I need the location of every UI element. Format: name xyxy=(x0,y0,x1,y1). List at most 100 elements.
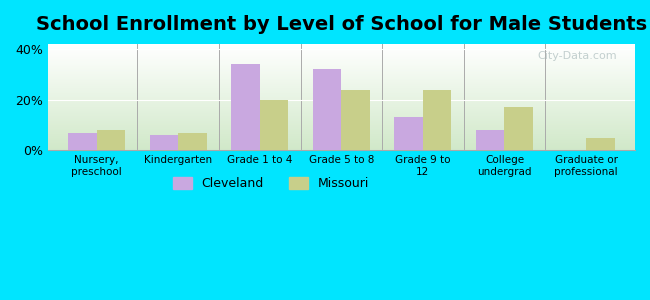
Bar xyxy=(47,92,635,93)
Bar xyxy=(47,105,635,106)
Bar xyxy=(476,130,504,150)
Bar xyxy=(47,137,635,138)
Bar xyxy=(47,59,635,60)
Bar xyxy=(47,61,635,62)
Bar xyxy=(47,67,635,68)
Bar xyxy=(47,78,635,79)
Bar xyxy=(47,58,635,59)
Bar xyxy=(47,77,635,78)
Bar xyxy=(47,130,635,131)
Bar xyxy=(395,117,423,150)
Bar xyxy=(47,90,635,91)
Bar xyxy=(47,108,635,109)
Bar xyxy=(47,44,635,45)
Bar xyxy=(47,81,635,82)
Bar xyxy=(47,49,635,50)
Bar xyxy=(47,45,635,46)
Bar xyxy=(231,64,260,150)
Bar xyxy=(47,131,635,132)
Bar xyxy=(47,60,635,61)
Bar xyxy=(47,125,635,126)
Bar xyxy=(47,103,635,104)
Bar xyxy=(47,47,635,48)
Bar xyxy=(47,80,635,81)
Bar xyxy=(47,102,635,103)
Bar xyxy=(47,88,635,89)
Bar xyxy=(47,119,635,120)
Bar xyxy=(47,121,635,122)
Bar xyxy=(47,75,635,76)
Bar xyxy=(47,52,635,53)
Bar xyxy=(47,117,635,118)
Bar xyxy=(423,89,452,150)
Bar xyxy=(47,76,635,77)
Bar xyxy=(47,112,635,113)
Bar xyxy=(47,50,635,51)
Bar xyxy=(47,53,635,54)
Bar xyxy=(47,140,635,141)
Bar xyxy=(586,138,615,150)
Bar xyxy=(47,143,635,144)
Bar xyxy=(150,135,178,150)
Bar xyxy=(47,120,635,121)
Bar xyxy=(47,100,635,101)
Legend: Cleveland, Missouri: Cleveland, Missouri xyxy=(168,172,374,195)
Bar xyxy=(47,148,635,149)
Bar xyxy=(47,97,635,98)
Bar xyxy=(47,96,635,97)
Bar xyxy=(47,114,635,115)
Bar xyxy=(47,123,635,124)
Bar xyxy=(47,146,635,147)
Bar xyxy=(47,73,635,74)
Bar xyxy=(47,95,635,96)
Bar xyxy=(47,68,635,69)
Bar xyxy=(47,111,635,112)
Bar xyxy=(47,54,635,55)
Bar xyxy=(47,116,635,117)
Bar xyxy=(47,84,635,85)
Bar xyxy=(47,66,635,67)
Bar xyxy=(47,136,635,137)
Bar xyxy=(47,139,635,140)
Bar xyxy=(47,69,635,70)
Bar xyxy=(47,124,635,125)
Bar xyxy=(47,128,635,129)
Bar xyxy=(47,99,635,100)
Bar xyxy=(260,100,289,150)
Bar xyxy=(47,46,635,47)
Bar xyxy=(47,56,635,57)
Bar xyxy=(47,85,635,86)
Bar xyxy=(47,79,635,80)
Bar xyxy=(504,107,533,150)
Bar xyxy=(47,138,635,139)
Bar xyxy=(47,64,635,65)
Bar xyxy=(47,93,635,94)
Bar xyxy=(47,87,635,88)
Bar xyxy=(47,145,635,146)
Bar xyxy=(47,61,635,62)
Bar xyxy=(47,83,635,84)
Bar xyxy=(47,70,635,71)
Title: School Enrollment by Level of School for Male Students: School Enrollment by Level of School for… xyxy=(36,15,647,34)
Bar xyxy=(47,71,635,72)
Bar xyxy=(178,133,207,150)
Bar xyxy=(47,94,635,95)
Bar xyxy=(47,48,635,49)
Bar xyxy=(47,134,635,135)
Bar xyxy=(47,91,635,92)
Bar xyxy=(47,62,635,63)
Bar xyxy=(47,122,635,123)
Bar xyxy=(47,144,635,145)
Bar xyxy=(47,98,635,99)
Bar xyxy=(47,132,635,133)
Bar xyxy=(47,89,635,90)
Bar xyxy=(47,149,635,150)
Bar xyxy=(47,141,635,142)
Bar xyxy=(47,118,635,119)
Bar xyxy=(47,129,635,130)
Bar xyxy=(47,104,635,105)
Bar xyxy=(47,63,635,64)
Bar xyxy=(47,110,635,111)
Text: City-Data.com: City-Data.com xyxy=(538,51,618,61)
Bar xyxy=(47,65,635,66)
